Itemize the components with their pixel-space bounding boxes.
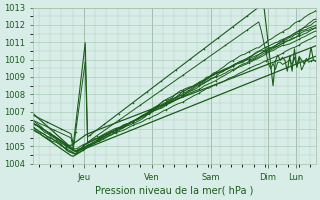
X-axis label: Pression niveau de la mer( hPa ): Pression niveau de la mer( hPa )	[95, 186, 253, 196]
